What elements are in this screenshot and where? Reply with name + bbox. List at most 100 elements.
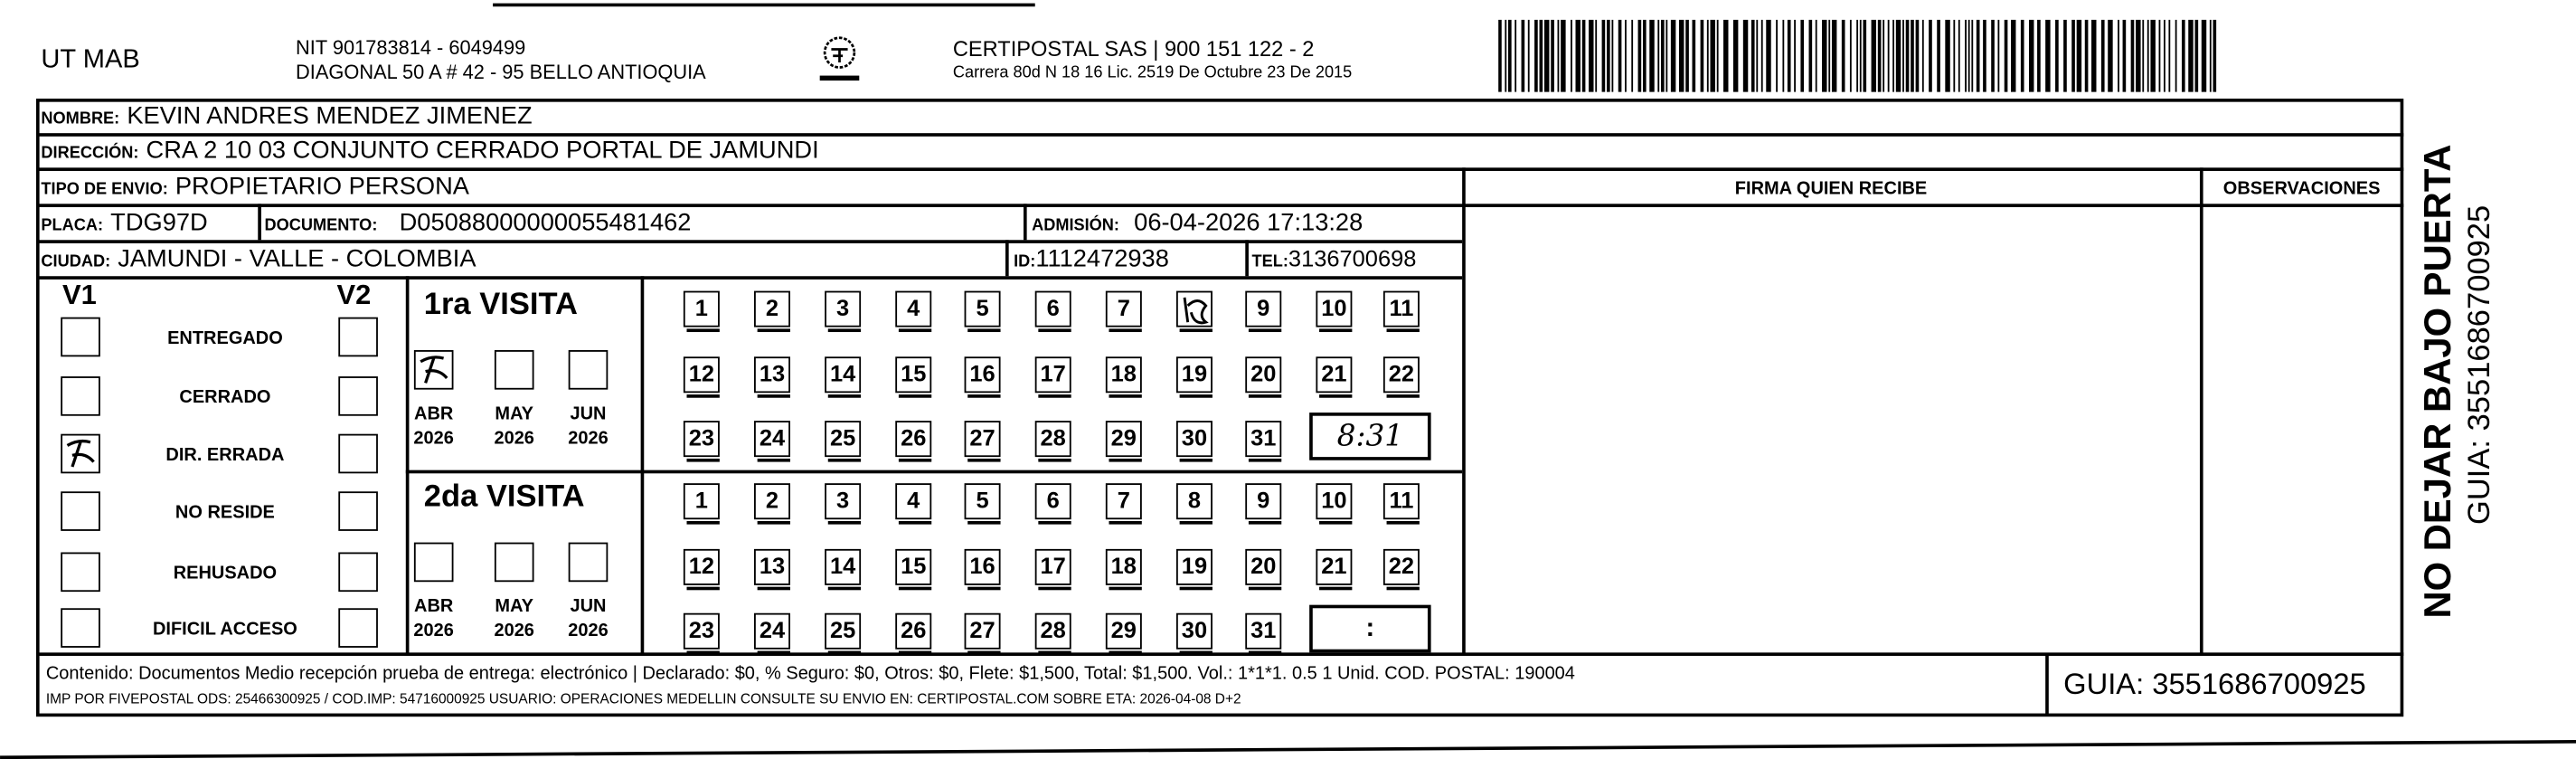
barcode-bar [1575, 19, 1581, 92]
day-box[interactable]: 9 [1245, 483, 1282, 525]
day-box[interactable]: 31 [1245, 421, 1282, 462]
time-field[interactable]: 8:31 [1309, 413, 1431, 460]
day-box[interactable]: 20 [1245, 356, 1282, 398]
day-box[interactable]: 18 [1105, 356, 1142, 398]
direccion-field: DIRECCIÓN: CRA 2 10 03 CONJUNTO CERRADO … [41, 136, 819, 165]
day-box[interactable]: 30 [1175, 612, 1213, 655]
day-box[interactable]: 12 [683, 548, 720, 591]
month-checkbox[interactable] [413, 350, 454, 390]
day-box[interactable]: 5 [964, 483, 1001, 525]
day-box[interactable]: 22 [1382, 356, 1420, 398]
barcode-bar [1625, 19, 1627, 92]
day-box[interactable]: 23 [683, 612, 720, 655]
day-box[interactable]: 13 [754, 356, 790, 398]
time-field[interactable]: : [1309, 604, 1431, 653]
day-box[interactable]: 4 [895, 290, 932, 333]
day-box[interactable]: 27 [964, 421, 1001, 462]
day-box[interactable]: 13 [754, 548, 790, 591]
day-box[interactable]: 6 [1034, 290, 1071, 333]
v1-checkbox[interactable] [61, 317, 100, 357]
day-box[interactable]: 3 [825, 290, 862, 333]
v1-checkbox[interactable] [61, 608, 100, 648]
barcode-bar [1983, 19, 1986, 92]
v2-checkbox[interactable] [338, 552, 378, 593]
day-box[interactable]: 18 [1105, 548, 1142, 591]
day-box[interactable]: 11 [1382, 290, 1420, 333]
month-checkbox[interactable] [568, 542, 609, 583]
barcode-bar [2188, 19, 2194, 92]
day-box[interactable]: 3 [825, 483, 862, 525]
day-box[interactable]: 8 [1175, 483, 1213, 525]
v1-checkbox[interactable] [61, 552, 100, 593]
day-box[interactable]: 21 [1316, 356, 1353, 398]
day-box[interactable]: 28 [1034, 612, 1071, 655]
day-box[interactable]: 27 [964, 612, 1001, 655]
barcode-bar [1618, 19, 1622, 92]
day-box[interactable]: 26 [895, 612, 932, 655]
day-box[interactable]: 14 [825, 356, 862, 398]
day-box[interactable]: 22 [1382, 548, 1420, 591]
tel-field: TEL:3136700698 [1251, 244, 1417, 271]
day-box[interactable]: 4 [895, 483, 932, 525]
barcode-bar [1732, 19, 1739, 92]
barcode-bar [1815, 19, 1817, 92]
day-box[interactable]: 5 [964, 290, 1001, 333]
observaciones-area[interactable] [2203, 207, 2401, 651]
month-checkbox[interactable] [413, 542, 454, 583]
month-checkbox[interactable] [494, 542, 534, 583]
day-box[interactable]: 10 [1316, 290, 1353, 333]
day-box[interactable]: 12 [683, 356, 720, 398]
v1-checkbox[interactable] [61, 433, 100, 474]
day-box[interactable]: 9 [1245, 290, 1282, 333]
day-box[interactable]: 17 [1034, 548, 1071, 591]
day-box[interactable]: 19 [1175, 548, 1213, 591]
day-box[interactable]: 16 [964, 356, 1001, 398]
day-box[interactable]: 10 [1316, 483, 1353, 525]
day-box[interactable]: 23 [683, 421, 720, 462]
day-box[interactable]: 15 [895, 356, 932, 398]
day-box[interactable]: 11 [1382, 483, 1420, 525]
day-box[interactable]: 6 [1034, 483, 1071, 525]
day-box[interactable]: 7 [1105, 290, 1142, 333]
day-box[interactable]: 1 [683, 290, 720, 333]
barcode-bar [2181, 19, 2185, 92]
day-box[interactable]: 28 [1034, 421, 1071, 462]
day-box[interactable]: 24 [754, 421, 790, 462]
v1-checkbox[interactable] [61, 376, 100, 416]
barcode-bar [1670, 19, 1676, 92]
barcode-bar [2150, 19, 2156, 92]
day-box[interactable]: 20 [1245, 548, 1282, 591]
day-box[interactable]: 14 [825, 548, 862, 591]
v2-checkbox[interactable] [338, 317, 378, 357]
day-box[interactable]: 1 [683, 483, 720, 525]
day-box[interactable]: 2 [754, 290, 790, 333]
firma-signature-area[interactable] [1466, 207, 2198, 651]
v1-checkbox[interactable] [61, 491, 100, 531]
day-box[interactable]: 19 [1175, 356, 1213, 398]
month-year: 2026 [494, 621, 534, 641]
day-box[interactable]: 26 [895, 421, 932, 462]
day-box[interactable]: 2 [754, 483, 790, 525]
day-box[interactable]: 17 [1034, 356, 1071, 398]
month-checkbox[interactable] [494, 350, 534, 390]
placa-field: PLACA: TDG97D [41, 208, 208, 237]
day-box[interactable]: 25 [825, 612, 862, 655]
v2-checkbox[interactable] [338, 608, 378, 648]
day-box[interactable]: 24 [754, 612, 790, 655]
day-box[interactable]: 8 [1175, 290, 1213, 333]
day-box[interactable]: 16 [964, 548, 1001, 591]
barcode-bar [1787, 19, 1791, 92]
day-box[interactable]: 30 [1175, 421, 1213, 462]
day-box[interactable]: 15 [895, 548, 932, 591]
day-box[interactable]: 21 [1316, 548, 1353, 591]
day-box[interactable]: 29 [1105, 612, 1142, 655]
day-box[interactable]: 25 [825, 421, 862, 462]
v2-checkbox[interactable] [338, 376, 378, 416]
day-box[interactable]: 29 [1105, 421, 1142, 462]
day-box[interactable]: 31 [1245, 612, 1282, 655]
v2-checkbox[interactable] [338, 433, 378, 474]
month-checkbox[interactable] [568, 350, 609, 390]
v2-checkbox[interactable] [338, 491, 378, 531]
barcode-bar [1649, 19, 1655, 92]
day-box[interactable]: 7 [1105, 483, 1142, 525]
